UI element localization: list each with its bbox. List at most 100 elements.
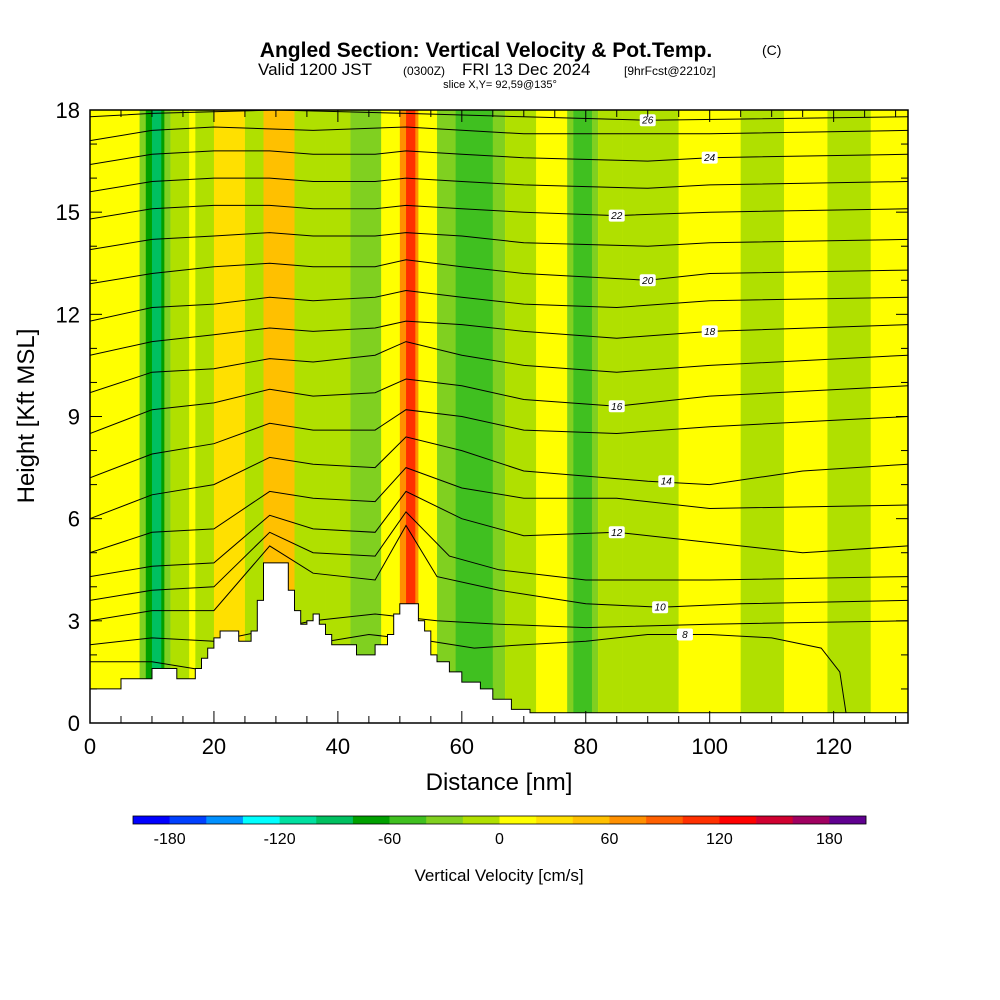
velocity-band — [350, 110, 382, 723]
colorbar-swatch — [756, 816, 793, 824]
theta-label-bg — [608, 209, 625, 222]
y-tick-label: 12 — [56, 302, 80, 327]
x-tick-label: 0 — [84, 734, 96, 759]
theta-label-bg — [701, 325, 718, 338]
y-axis: 0 3 6 9 12 15 18 — [56, 98, 908, 736]
theta-label-bg — [658, 475, 675, 488]
theta-contour-13 — [90, 467, 908, 554]
colorbar-swatch — [426, 816, 464, 824]
colorbar-swatch — [352, 816, 390, 824]
x-axis-label: Distance [nm] — [426, 769, 573, 796]
theta-contour-label: 8 — [682, 630, 688, 641]
x-tick-label: 120 — [815, 734, 852, 759]
colorbar-swatch — [829, 816, 867, 824]
theta-label-bg — [639, 114, 656, 127]
colorbar-swatch — [572, 816, 610, 824]
colorbar-swatch — [499, 816, 537, 824]
slice-info: slice X,Y= 92,59@135° — [443, 79, 557, 91]
theta-contour-25 — [90, 126, 908, 142]
colorbar-frame — [132, 815, 867, 825]
velocity-band — [213, 110, 245, 723]
colorbar-swatch — [719, 816, 757, 824]
chart-title: Angled Section: Vertical Velocity & Pot.… — [260, 39, 712, 62]
colorbar-tick-label: -180 — [154, 831, 186, 848]
terrain — [90, 562, 908, 723]
theta-contour-16 — [90, 378, 908, 434]
theta-contour-17 — [90, 341, 908, 394]
colorbar — [132, 815, 867, 825]
theta-label-bg — [639, 274, 656, 287]
velocity-band — [151, 110, 162, 723]
velocity-band — [598, 110, 623, 723]
theta-contour-label: 24 — [703, 153, 716, 164]
theta-label-bg — [608, 526, 625, 539]
theta-contour-23 — [90, 177, 908, 193]
terrain-profile — [90, 562, 908, 723]
y-tick-label: 0 — [68, 711, 80, 736]
theta-contour-label: 10 — [655, 603, 667, 614]
theta-contour-21 — [90, 232, 908, 251]
y-axis-label: Height [Kft MSL] — [13, 329, 40, 504]
y-tick-label: 15 — [56, 200, 80, 225]
velocity-shading — [90, 110, 908, 723]
colorbar-ticks: -180 -120 -60 0 60 120 180 — [154, 831, 843, 848]
x-tick-label: 80 — [574, 734, 598, 759]
x-tick-label: 100 — [691, 734, 728, 759]
colorbar-swatch — [792, 816, 830, 824]
velocity-band — [325, 110, 351, 723]
plot-area: 8 10 12 14 16 18 20 22 24 26 — [90, 110, 908, 723]
theta-contour-11 — [90, 511, 908, 601]
theta-contour-14 — [90, 436, 908, 520]
x-tick-label: 20 — [202, 734, 226, 759]
theta-contour-label: 20 — [641, 276, 654, 287]
velocity-band — [827, 110, 871, 723]
theta-contour-20 — [90, 259, 908, 285]
theta-contour-label: 26 — [641, 116, 654, 127]
y-tick-label: 9 — [68, 405, 80, 430]
theta-contour-label: 22 — [610, 211, 623, 222]
velocity-band — [170, 110, 190, 723]
colorbar-swatch — [536, 816, 574, 824]
colorbar-title: Vertical Velocity [cm/s] — [414, 866, 583, 885]
colorbar-swatch — [242, 816, 280, 824]
subtitle-date: FRI 13 Dec 2024 — [462, 60, 591, 79]
x-tick-label: 60 — [450, 734, 474, 759]
theta-contour-9 — [90, 613, 908, 646]
theta-contour-15 — [90, 409, 908, 479]
theta-contour-labels: 8 10 12 14 16 18 20 22 24 26 — [608, 114, 718, 641]
theta-contour-22 — [90, 204, 908, 220]
colorbar-tick-label: 0 — [495, 831, 504, 848]
theta-label-bg — [701, 151, 718, 164]
colorbar-swatch — [133, 816, 170, 824]
chart-subtitle: Valid 1200 JST (0300Z) FRI 13 Dec 2024 [… — [258, 60, 716, 79]
velocity-band — [740, 110, 785, 723]
colorbar-swatch — [646, 816, 684, 824]
subtitle-fcst: [9hrFcst@2210z] — [624, 64, 716, 78]
colorbar-swatch — [279, 816, 317, 824]
colorbar-swatch — [609, 816, 647, 824]
theta-contour-18 — [90, 320, 908, 356]
colorbar-swatch — [316, 816, 354, 824]
colorbar-swatch — [682, 816, 720, 824]
theta-contour-label: 18 — [704, 327, 716, 338]
theta-label-bg — [676, 628, 693, 641]
y-tick-label: 6 — [68, 507, 80, 532]
colorbar-tick-label: -60 — [378, 831, 401, 848]
theta-contour-label: 14 — [661, 477, 673, 488]
velocity-band — [381, 110, 400, 723]
theta-contour-label: 12 — [611, 528, 623, 539]
subtitle-valid: Valid 1200 JST — [258, 60, 372, 79]
velocity-band — [622, 110, 679, 723]
theta-contour-12 — [90, 490, 908, 578]
colorbar-tick-label: 180 — [816, 831, 843, 848]
theta-contour-19 — [90, 289, 908, 322]
y-tick-label: 18 — [56, 98, 80, 123]
velocity-band — [536, 110, 568, 723]
chart-title-units: (C) — [762, 42, 781, 58]
colorbar-swatch — [169, 816, 207, 824]
theta-label-bg — [652, 601, 669, 614]
velocity-band — [784, 110, 828, 723]
velocity-band — [505, 110, 537, 723]
x-tick-label: 40 — [326, 734, 350, 759]
